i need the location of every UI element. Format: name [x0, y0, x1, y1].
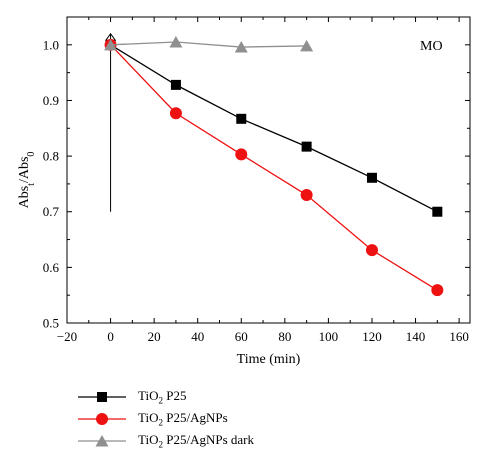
y-tick-label: 0.6 — [43, 260, 60, 275]
legend-text: P25 — [162, 388, 187, 404]
legend-text: P25/AgNPs — [162, 410, 228, 426]
series-1 — [104, 38, 444, 297]
series-0 — [105, 39, 443, 217]
legend-symbol — [78, 413, 126, 425]
data-point — [234, 41, 248, 53]
data-point — [431, 284, 444, 297]
series-line — [110, 44, 438, 291]
legend-text: TiO — [138, 432, 159, 448]
series-line — [110, 41, 307, 48]
data-point — [236, 113, 247, 124]
x-tick-label: 80 — [278, 329, 291, 344]
legend-item: TiO2 P25/AgNPs dark — [74, 430, 254, 452]
x-tick-label: 0 — [107, 329, 114, 344]
data-point — [366, 172, 377, 183]
x-tick-label: 160 — [449, 329, 469, 344]
series-line — [110, 44, 438, 213]
y-tick-label: 0.8 — [43, 149, 59, 164]
legend-item: TiO2 P25 — [74, 386, 254, 408]
x-tick-label: 100 — [319, 329, 339, 344]
data-point — [300, 189, 313, 202]
legend-label: TiO2 P25/AgNPs dark — [138, 432, 254, 450]
y-tick-label: 0.7 — [43, 204, 60, 219]
reference-line-group — [105, 32, 116, 212]
legend-subscript: 2 — [158, 417, 163, 428]
legend-label: TiO2 P25 — [138, 388, 186, 406]
x-tick-label: 60 — [235, 329, 248, 344]
data-point — [104, 38, 118, 51]
x-axis-label: Time (min) — [237, 352, 301, 367]
data-point — [235, 148, 248, 161]
series-2 — [104, 36, 314, 53]
legend-text: P25/AgNPs dark — [162, 432, 254, 448]
x-tick-label: 20 — [148, 329, 161, 344]
y-tick-label: 0.9 — [43, 93, 59, 108]
data-point — [365, 244, 378, 257]
y-tick-label: 1.0 — [43, 37, 59, 52]
legend-text: TiO — [138, 410, 159, 426]
data-point — [170, 79, 181, 90]
y-tick-label: 0.5 — [43, 316, 59, 331]
legend-marker — [97, 392, 107, 402]
data-point — [432, 206, 443, 217]
data-point — [169, 107, 182, 120]
legend-symbol — [78, 435, 126, 447]
arrow-head-icon — [105, 32, 116, 41]
legend-label: TiO2 P25/AgNPs — [138, 410, 228, 428]
plot-frame — [66, 16, 471, 324]
chart-annotation: MO — [420, 39, 443, 54]
data-point — [300, 39, 314, 52]
x-tick-label: 40 — [191, 329, 204, 344]
legend: TiO2 P25 TiO2 P25/AgNPs TiO2 P25/AgNPs dar… — [74, 386, 254, 452]
axis-ticks: −20 0 20 40 60 80 100 120 140 160 0.5 0.6 0.7 0.8 0.9 1… — [43, 17, 470, 344]
legend-marker — [96, 413, 108, 425]
legend-marker — [95, 435, 109, 447]
x-tick-label: −20 — [57, 329, 77, 344]
legend-symbol — [78, 392, 126, 402]
series-group — [104, 36, 444, 297]
x-tick-label: 140 — [406, 329, 426, 344]
y-axis-label: Abst/Abs0 — [17, 152, 37, 209]
legend-subscript: 2 — [158, 439, 163, 450]
legend-text: TiO — [138, 388, 159, 404]
legend-subscript: 2 — [158, 395, 163, 406]
data-point — [301, 141, 312, 152]
data-point — [169, 36, 183, 48]
legend-item: TiO2 P25/AgNPs — [74, 408, 254, 430]
x-tick-label: 120 — [362, 329, 382, 344]
